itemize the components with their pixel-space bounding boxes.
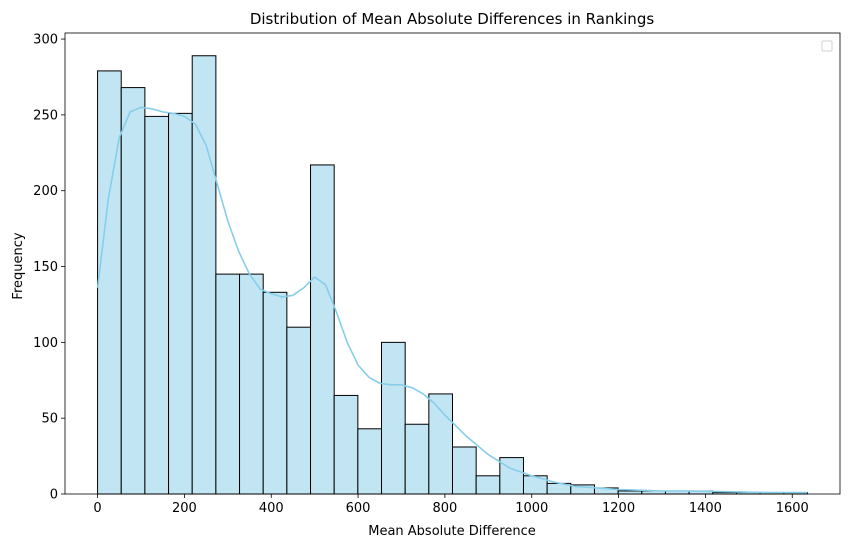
histogram-bar <box>310 164 335 495</box>
y-tick-label: 100 <box>33 336 58 351</box>
x-tick-label: 600 <box>346 501 371 516</box>
histogram-bar <box>97 70 122 495</box>
y-tick-label: 0 <box>50 488 58 503</box>
x-tick-label: 1600 <box>776 501 809 516</box>
histogram-bar <box>617 490 643 495</box>
histogram-bar <box>404 423 430 495</box>
y-tick-label: 200 <box>33 184 58 199</box>
y-tick-label: 50 <box>41 412 58 427</box>
histogram-bar <box>333 394 359 495</box>
histogram-bar <box>262 291 288 495</box>
histogram-bar <box>215 273 241 495</box>
histogram-bar <box>239 273 264 495</box>
chart-title: Distribution of Mean Absolute Difference… <box>250 10 654 28</box>
legend-box <box>821 40 833 52</box>
kde-group <box>96 106 808 494</box>
histogram-bar <box>168 112 193 495</box>
x-tick-label: 400 <box>259 501 284 516</box>
y-tick-label: 150 <box>33 260 58 275</box>
histogram-bar <box>120 87 146 495</box>
y-tick-label: 250 <box>33 108 58 123</box>
x-tick-label: 1000 <box>515 501 548 516</box>
histogram-bar <box>286 326 312 495</box>
histogram-bar <box>499 457 524 495</box>
histogram-bar <box>475 475 501 495</box>
y-tick-label: 300 <box>33 33 58 48</box>
histogram-bar <box>452 446 477 495</box>
legend <box>821 40 833 52</box>
histogram-bar <box>357 428 383 495</box>
bars-group <box>97 55 808 495</box>
x-tick-label: 1400 <box>689 501 722 516</box>
y-axis-label: Frequency <box>11 232 26 299</box>
axes-group: 0 200 400 600 800 1000 1200 1400 1600 0 50 100 150 20… <box>33 32 841 516</box>
plot-frame <box>64 32 841 495</box>
x-tick-label: 1200 <box>602 501 635 516</box>
histogram-bar <box>144 115 170 495</box>
histogram-bar <box>381 341 406 495</box>
x-tick-label: 800 <box>432 501 457 516</box>
kde-line <box>96 106 808 494</box>
histogram-bar <box>191 55 217 495</box>
x-tick-label: 0 <box>93 501 101 516</box>
histogram-bar <box>428 393 453 495</box>
x-tick-label: 200 <box>172 501 197 516</box>
x-axis-label: Mean Absolute Difference <box>368 524 536 539</box>
